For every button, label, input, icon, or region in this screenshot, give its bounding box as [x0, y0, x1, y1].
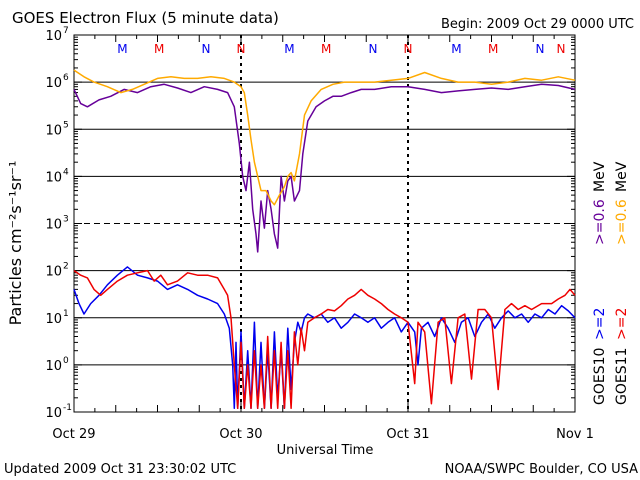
noon-marker: N	[237, 42, 246, 56]
x-axis-ticks: Oct 29 Oct 30 Oct 31 Nov 1	[52, 35, 594, 442]
series-line	[73, 266, 576, 410]
y-tick-label: 10	[45, 170, 62, 185]
noon-marker: N	[557, 42, 566, 56]
y-tick-exponent: 5	[63, 120, 69, 130]
noon-marker: M	[284, 42, 294, 56]
legend-group-name: GOES10	[592, 348, 608, 405]
legend-entry: >=0.6	[614, 199, 630, 245]
x-tick-label: Oct 31	[386, 427, 429, 442]
y-tick-exponent: 1	[63, 309, 69, 319]
y-tick-label: 10	[45, 312, 62, 327]
legend-entry: >=2	[592, 308, 608, 340]
legend-group-name: GOES11	[614, 348, 630, 405]
y-axis-label: Particles cm⁻²s⁻¹sr⁻¹	[6, 161, 25, 326]
noon-marker: N	[201, 42, 210, 56]
x-tick-label: Nov 1	[556, 427, 594, 442]
legend-unit: MeV	[614, 161, 630, 192]
footer-updated: Updated 2009 Oct 31 23:30:02 UTC	[4, 462, 236, 477]
y-tick-label: 10	[45, 359, 62, 374]
x-tick-label: Oct 30	[219, 427, 262, 442]
legend: GOES10 >=2 >=0.6 MeV GOES11 >=2 >=0.6 MeV	[592, 161, 630, 405]
y-tick-label: 10	[45, 406, 62, 421]
series-lines	[73, 69, 576, 410]
noon-marker: N	[368, 42, 377, 56]
chart-title: GOES Electron Flux (5 minute data)	[12, 9, 279, 27]
series-line	[73, 69, 576, 206]
noon-marker: M	[451, 42, 461, 56]
y-tick-exponent: 4	[63, 167, 69, 177]
y-tick-exponent: 7	[63, 26, 69, 36]
x-axis-label: Universal Time	[277, 443, 374, 458]
legend-entry: >=2	[614, 308, 630, 340]
legend-entry: >=0.6	[592, 199, 608, 245]
y-tick-exponent: -1	[63, 403, 72, 413]
legend-unit: MeV	[592, 161, 608, 192]
y-tick-label: 10	[45, 76, 62, 91]
y-tick-label: 10	[45, 29, 62, 44]
y-tick-label: 10	[45, 218, 62, 233]
y-tick-exponent: 3	[63, 215, 69, 225]
y-tick-label: 10	[45, 265, 62, 280]
noon-marker: N	[404, 42, 413, 56]
y-tick-label: 10	[45, 123, 62, 138]
noon-marker: M	[488, 42, 498, 56]
y-tick-exponent: 0	[63, 356, 69, 366]
noon-marker: M	[321, 42, 331, 56]
y-tick-exponent: 2	[63, 262, 69, 272]
series-line	[73, 269, 576, 410]
noon-marker: M	[117, 42, 127, 56]
noon-marker: M	[154, 42, 164, 56]
x-tick-label: Oct 29	[52, 427, 95, 442]
noon-marker: N	[535, 42, 544, 56]
series-line	[73, 83, 576, 253]
grid	[74, 35, 575, 412]
y-tick-exponent: 6	[63, 73, 69, 83]
begin-label: Begin: 2009 Oct 29 0000 UTC	[441, 17, 634, 32]
footer-credit: NOAA/SWPC Boulder, CO USA	[445, 462, 638, 477]
